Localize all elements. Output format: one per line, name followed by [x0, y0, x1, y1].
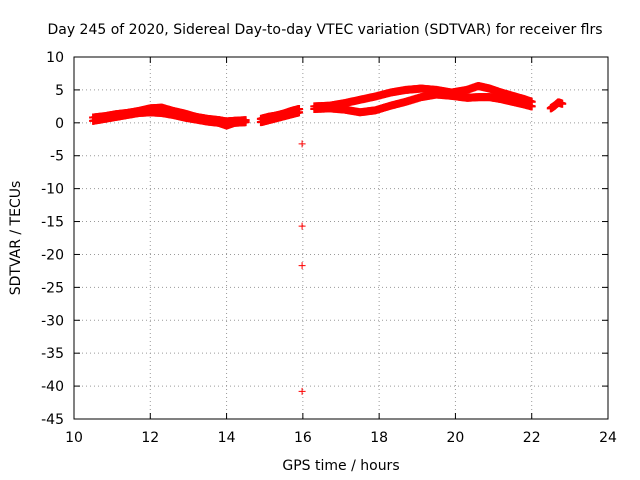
- y-tick-label: -40: [41, 379, 64, 395]
- y-tick-label: -15: [41, 215, 64, 231]
- x-tick-label: 20: [447, 430, 465, 446]
- y-tick-label: -20: [41, 247, 64, 263]
- x-tick-label: 16: [294, 430, 312, 446]
- y-tick-label: -35: [41, 346, 64, 362]
- y-tick-label: 5: [55, 83, 64, 99]
- y-tick-label: 10: [46, 50, 64, 66]
- x-tick-label: 18: [370, 430, 388, 446]
- x-axis-label: GPS time / hours: [282, 458, 399, 474]
- y-tick-label: -45: [41, 412, 64, 428]
- x-tick-label: 24: [599, 430, 617, 446]
- axis-ticks: 10 12 14 16 18 20 22 24 10 5 0 -5 -10 -15 -20 -25 -30 -35…: [41, 50, 617, 446]
- data-points: [89, 81, 567, 395]
- data-point: [558, 99, 567, 108]
- data-point: [527, 102, 536, 111]
- outlier-point: [298, 140, 306, 148]
- x-tick-label: 10: [65, 430, 83, 446]
- x-tick-label: 22: [523, 430, 541, 446]
- x-tick-label: 14: [218, 430, 236, 446]
- outlier-point: [298, 222, 306, 230]
- y-tick-label: 0: [55, 116, 64, 132]
- outlier-point: [298, 262, 306, 270]
- x-tick-label: 12: [141, 430, 159, 446]
- y-axis-label: SDTVAR / TECUs: [8, 181, 24, 296]
- y-tick-label: -10: [41, 182, 64, 198]
- y-tick-label: -5: [50, 149, 64, 165]
- chart-title: Day 245 of 2020, Sidereal Day-to-day VTE…: [47, 22, 602, 38]
- plot-frame: [73, 56, 609, 420]
- data-point: [241, 118, 250, 127]
- y-tick-label: -25: [41, 280, 64, 296]
- data-point: [295, 108, 304, 117]
- grid: [74, 57, 608, 419]
- y-tick-label: -30: [41, 313, 64, 329]
- outlier-point: [298, 387, 306, 395]
